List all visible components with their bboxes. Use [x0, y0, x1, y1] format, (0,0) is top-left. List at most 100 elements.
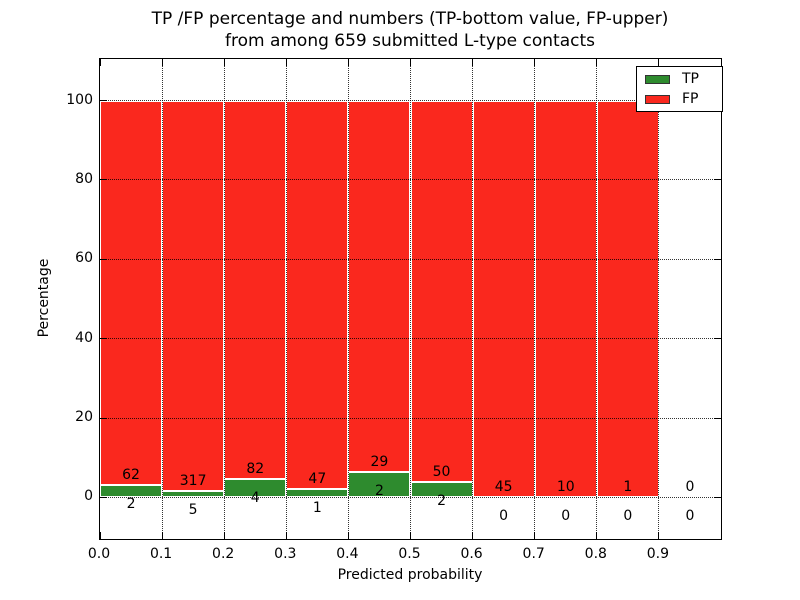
x-tick-bottom-0.5	[410, 532, 411, 539]
legend-entry-TP: TP	[645, 70, 714, 87]
bar-tp-0	[100, 484, 163, 498]
bar-label-fp-3: 47	[308, 471, 327, 488]
grid-line-y-40	[100, 338, 721, 340]
bar-fp-1	[162, 100, 225, 492]
grid-line-x-0.2	[223, 59, 225, 539]
bar-label-fp-4: 29	[370, 453, 389, 470]
bar-label-fp-8: 1	[623, 479, 633, 496]
bar-label-tp-3: 1	[312, 500, 322, 517]
grid-line-x-0.6	[472, 59, 474, 539]
y-tick-left-60	[100, 258, 107, 260]
x-tick-label-0.5: 0.5	[398, 546, 421, 562]
bar-fp-0	[100, 100, 163, 485]
bar-label-fp-2: 82	[246, 460, 265, 477]
bar-label-tp-9: 0	[685, 508, 695, 525]
bar-fp-5	[410, 100, 473, 483]
x-tick-top-0.7	[534, 59, 536, 66]
x-tick-label-0.9: 0.9	[646, 546, 670, 562]
y-tick-label-80: 80	[75, 170, 93, 187]
y-tick-label-60: 60	[75, 250, 93, 267]
bar-fp-2	[224, 100, 287, 479]
x-tick-label-0.7: 0.7	[522, 546, 545, 562]
x-tick-label-0.1: 0.1	[149, 546, 173, 562]
bar-fp-7	[534, 100, 597, 498]
x-tick-bottom-0.9	[658, 532, 660, 539]
legend-label-FP: FP	[682, 90, 699, 107]
bar-tp-4	[348, 471, 411, 498]
x-tick-label-0.6: 0.6	[460, 546, 483, 562]
x-tick-top-0.1	[161, 59, 163, 66]
grid-line-x-0.8	[596, 59, 598, 539]
bar-label-tp-8: 0	[623, 508, 633, 525]
bar-tp-1	[162, 491, 225, 498]
y-tick-right-0	[714, 496, 721, 498]
plot-area: 62 2 317 5 82 4 47 1 29 2 50 2 45 0 10 0 1 0 0 0	[99, 58, 722, 540]
y-tick-label-40: 40	[75, 329, 93, 346]
bar-label-tp-6: 0	[499, 508, 509, 525]
grid-line-x-0.5	[410, 59, 411, 539]
x-tick-label-0.8: 0.8	[584, 546, 607, 562]
bar-fp-8	[596, 100, 659, 498]
bar-label-tp-5: 2	[437, 493, 446, 510]
x-tick-label-0.4: 0.4	[336, 546, 359, 562]
legend-entry-FP: FP	[645, 90, 714, 107]
x-tick-label-0.2: 0.2	[212, 546, 235, 562]
bar-tp-3	[286, 489, 349, 498]
x-tick-top-0.6	[472, 59, 474, 66]
x-tick-top-0.2	[223, 59, 225, 66]
x-tick-top-0.0	[99, 59, 101, 66]
x-tick-bottom-0.2	[223, 532, 225, 539]
x-tick-label-0.3: 0.3	[274, 546, 297, 562]
bar-label-tp-4: 2	[374, 482, 384, 499]
bar-tp-2	[224, 478, 287, 498]
x-tick-bottom-0.6	[472, 532, 474, 539]
x-tick-top-0.3	[285, 59, 287, 66]
x-tick-bottom-0.1	[161, 532, 163, 539]
y-tick-left-100	[100, 100, 107, 102]
bar-fp-3	[286, 100, 349, 490]
legend-swatch-TP	[645, 74, 670, 84]
bar-label-tp-7: 0	[561, 508, 571, 525]
grid-line-x-0.9	[658, 59, 660, 539]
grid-line-y-60	[100, 258, 721, 260]
legend-swatch-FP	[645, 94, 670, 104]
bar-label-tp-0: 2	[126, 495, 136, 512]
y-tick-left-40	[100, 338, 107, 340]
x-tick-bottom-0.0	[99, 532, 101, 539]
bar-label-fp-5: 50	[432, 464, 451, 481]
x-tick-top-0.4	[347, 59, 349, 66]
y-tick-right-20	[714, 417, 721, 419]
grid-line-y-80	[100, 179, 721, 181]
y-tick-left-80	[100, 179, 107, 181]
bar-fp-6	[472, 100, 535, 498]
x-axis-title: Predicted probability	[337, 567, 483, 583]
x-tick-bottom-0.7	[534, 532, 536, 539]
x-tick-bottom-0.4	[347, 532, 349, 539]
bar-label-fp-7: 10	[556, 479, 575, 496]
grid-line-x-0.3	[285, 59, 287, 539]
grid-line-x-0.7	[534, 59, 536, 539]
y-tick-label-20: 20	[75, 409, 93, 425]
bar-fp-4	[348, 100, 411, 472]
y-tick-left-0	[100, 496, 107, 498]
y-tick-right-60	[714, 258, 721, 260]
bar-label-fp-6: 45	[494, 479, 513, 496]
bar-label-fp-9: 0	[685, 479, 695, 496]
bar-tp-5	[410, 482, 473, 498]
x-tick-top-0.5	[410, 59, 411, 66]
bar-label-tp-1: 5	[188, 502, 198, 519]
legend-label-TP: TP	[682, 70, 699, 87]
y-tick-label-100: 100	[66, 91, 93, 108]
x-tick-top-0.8	[596, 59, 598, 66]
y-tick-label-0: 0	[84, 488, 93, 505]
y-tick-right-40	[714, 338, 721, 340]
chart-title-line1: TP /FP percentage and numbers (TP-bottom…	[151, 9, 669, 29]
bar-label-fp-0: 62	[122, 466, 140, 483]
x-tick-top-0.9	[658, 59, 660, 66]
y-tick-left-20	[100, 417, 107, 419]
grid-line-y-100	[100, 100, 721, 102]
bar-label-fp-1: 317	[179, 473, 207, 490]
x-tick-bottom-0.8	[596, 532, 598, 539]
grid-line-x-0.1	[161, 59, 163, 539]
